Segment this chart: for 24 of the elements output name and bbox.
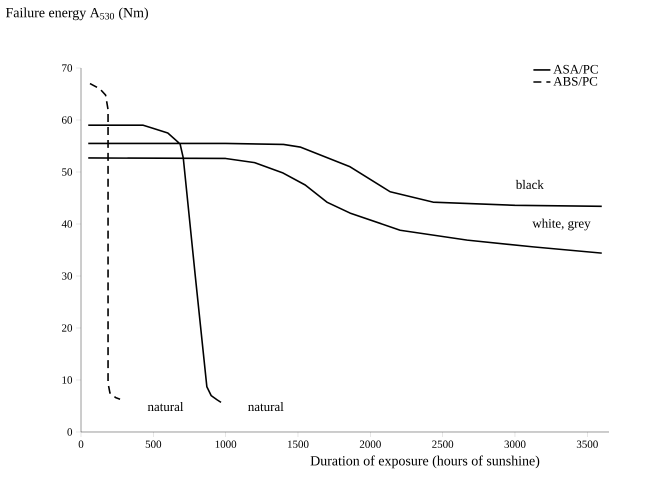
x-tick-label: 3000 [504, 440, 526, 448]
y-tick-label: 30 [62, 272, 72, 280]
annotation: black [516, 180, 544, 190]
annotation: white, grey [532, 218, 591, 230]
legend-label: ASA/PC [553, 64, 598, 74]
y-tick-label: 20 [62, 324, 72, 332]
y-tick-label: 0 [67, 428, 72, 436]
y-tick-label: 70 [62, 64, 72, 72]
x-tick-label: 0 [78, 440, 84, 448]
x-tick-label: 1500 [288, 440, 309, 448]
x-tick-label: 3500 [576, 440, 598, 448]
y-tick-label: 10 [62, 376, 72, 384]
legend-label: ABS/PC [553, 76, 598, 86]
y-tick-label: 40 [62, 220, 72, 228]
x-tick-label: 2500 [432, 440, 454, 448]
y-tick-label: 50 [62, 168, 72, 176]
annotation: natural [148, 402, 184, 412]
y-tick-label: 60 [62, 116, 72, 124]
x-tick-label: 2000 [360, 440, 381, 448]
x-axis-title: Duration of exposure (hours of sunshine) [310, 456, 540, 468]
x-tick-label: 1000 [216, 440, 236, 448]
annotation: natural [248, 402, 284, 412]
y-axis-title: Failure energy A$_{530}$ (Nm) [6, 8, 148, 20]
x-tick-label: 500 [146, 440, 162, 448]
